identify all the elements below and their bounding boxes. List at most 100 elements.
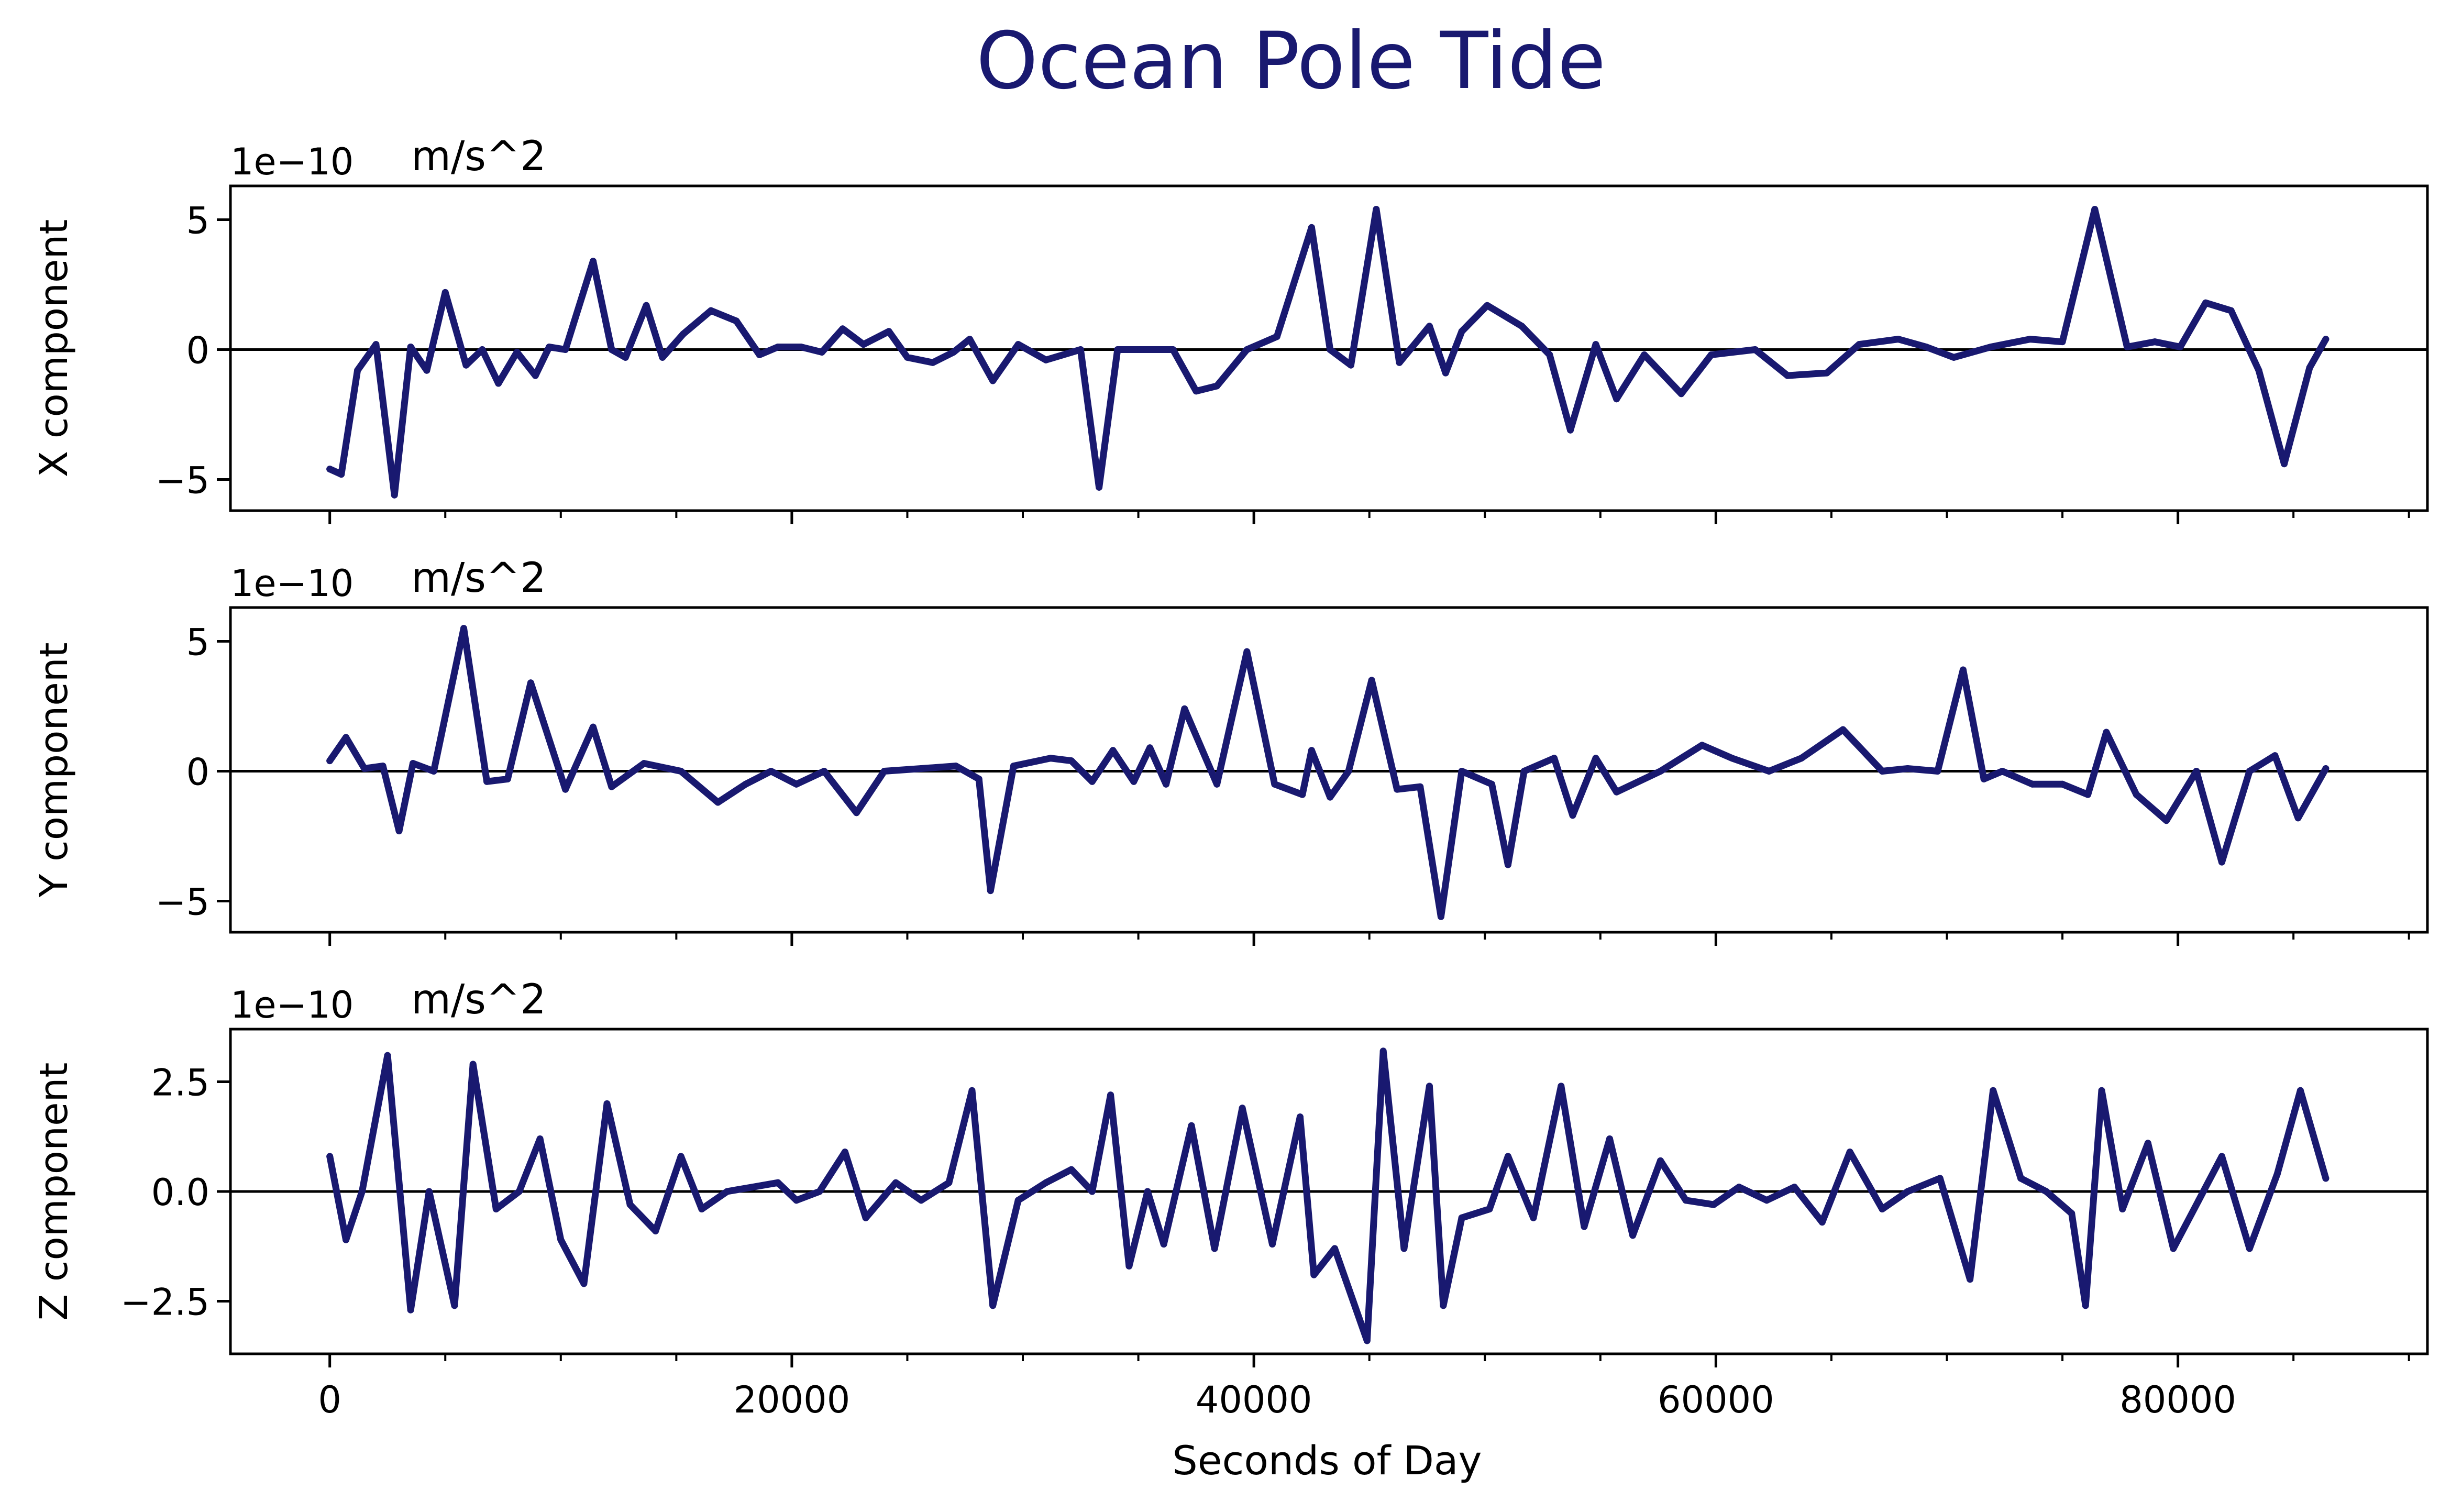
data-point bbox=[853, 809, 860, 816]
data-point bbox=[1271, 780, 1278, 788]
data-point bbox=[677, 768, 684, 775]
offset-text: 1e−10 bbox=[230, 984, 354, 1027]
data-point bbox=[1936, 1175, 1944, 1182]
data-point bbox=[1077, 346, 1084, 353]
data-point bbox=[880, 768, 888, 775]
data-point bbox=[918, 1197, 925, 1204]
y-tick-label: 2.5 bbox=[151, 1062, 209, 1105]
data-point bbox=[626, 1201, 634, 1208]
data-point bbox=[1107, 1091, 1114, 1099]
data-point bbox=[1042, 1179, 1050, 1186]
data-point bbox=[862, 1214, 869, 1221]
offset-text: 1e−10 bbox=[230, 562, 354, 605]
x-tick-label: 20000 bbox=[734, 1378, 851, 1421]
data-point bbox=[2029, 780, 2036, 788]
data-point bbox=[562, 346, 569, 353]
data-point bbox=[1088, 1188, 1096, 1195]
data-point bbox=[1243, 648, 1251, 655]
data-point bbox=[1484, 302, 1491, 309]
data-point bbox=[1904, 1188, 1911, 1195]
data-point bbox=[918, 765, 925, 772]
data-point bbox=[1980, 775, 1988, 782]
data-point bbox=[469, 1061, 477, 1068]
data-point bbox=[1629, 1232, 1637, 1239]
figure-title: Ocean Pole Tide bbox=[976, 16, 1606, 107]
data-point bbox=[1308, 747, 1315, 754]
data-point bbox=[1592, 341, 1599, 348]
data-point bbox=[641, 760, 648, 767]
y-axis-label: X component bbox=[31, 219, 76, 478]
data-point bbox=[1765, 768, 1773, 775]
data-point bbox=[1923, 344, 1930, 350]
data-point bbox=[2246, 1245, 2253, 1252]
data-point bbox=[1520, 768, 1528, 775]
data-point bbox=[1373, 206, 1380, 213]
data-point bbox=[1558, 1083, 1565, 1090]
data-point bbox=[532, 372, 539, 379]
data-point bbox=[1987, 344, 1994, 350]
data-point bbox=[326, 757, 334, 765]
data-point bbox=[483, 778, 491, 785]
data-point bbox=[749, 1184, 756, 1191]
data-point bbox=[1613, 788, 1620, 796]
data-point bbox=[1137, 346, 1144, 353]
data-point bbox=[904, 354, 911, 361]
data-point bbox=[659, 354, 666, 361]
data-point bbox=[2271, 752, 2279, 759]
data-point bbox=[1736, 1184, 1742, 1191]
data-point bbox=[677, 1153, 684, 1160]
data-point bbox=[2177, 344, 2184, 350]
data-point bbox=[1959, 666, 1967, 674]
y-tick-label: −5 bbox=[156, 459, 209, 502]
data-point bbox=[2322, 765, 2329, 772]
data-point bbox=[2193, 768, 2200, 775]
data-point bbox=[527, 679, 534, 687]
data-point bbox=[1181, 705, 1188, 712]
panel-2: −5 0 5 1e−10 m/s^2 Y component bbox=[31, 555, 2429, 946]
data-point bbox=[1239, 1105, 1246, 1112]
data-point bbox=[1895, 336, 1902, 343]
data-point bbox=[1879, 1206, 1886, 1212]
data-point bbox=[608, 346, 615, 353]
data-point bbox=[2068, 1210, 2075, 1217]
series-line bbox=[326, 1047, 2329, 1344]
data-point bbox=[1641, 351, 1648, 358]
y-tick-label: 0 bbox=[186, 751, 209, 793]
y-tick-label: −5 bbox=[156, 880, 209, 923]
data-point bbox=[1504, 1153, 1511, 1160]
data-point bbox=[1268, 1241, 1276, 1248]
data-point bbox=[407, 1306, 414, 1314]
panels-group: −5 0 5 1e−10 m/s^2 X component −5 0 5 1e−10 m/s^2 Y… bbox=[31, 133, 2429, 1421]
data-point bbox=[451, 1302, 458, 1309]
data-point bbox=[1592, 755, 1599, 762]
data-point bbox=[816, 1188, 823, 1195]
data-point bbox=[1530, 1214, 1537, 1221]
data-point bbox=[1331, 1245, 1338, 1252]
data-point bbox=[1904, 765, 1911, 772]
data-point bbox=[767, 768, 775, 775]
data-point bbox=[2026, 336, 2034, 343]
data-point bbox=[1299, 791, 1306, 798]
data-point bbox=[1068, 757, 1075, 765]
data-point bbox=[2098, 1087, 2105, 1094]
data-point bbox=[989, 1302, 997, 1309]
data-point bbox=[1934, 768, 1941, 775]
data-point bbox=[379, 763, 387, 770]
data-point bbox=[742, 780, 749, 788]
data-point bbox=[1396, 359, 1403, 366]
data-point bbox=[2091, 206, 2099, 213]
data-point bbox=[1010, 763, 1017, 770]
data-point bbox=[1581, 1223, 1588, 1230]
data-point bbox=[384, 1052, 391, 1059]
data-point bbox=[1442, 369, 1449, 377]
data-point bbox=[2103, 729, 2110, 736]
data-point bbox=[1486, 1206, 1493, 1212]
data-point bbox=[1014, 341, 1022, 348]
data-point bbox=[774, 1179, 781, 1186]
data-point bbox=[1791, 1184, 1798, 1191]
data-point bbox=[590, 258, 597, 265]
data-point bbox=[608, 783, 615, 790]
data-point bbox=[1950, 354, 1958, 361]
data-point bbox=[1567, 426, 1574, 434]
data-point bbox=[391, 491, 398, 499]
